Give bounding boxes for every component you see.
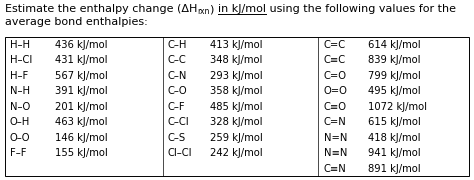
Text: 1072 kJ/mol: 1072 kJ/mol — [368, 102, 427, 112]
Text: 614 kJ/mol: 614 kJ/mol — [368, 40, 420, 50]
Text: H–F: H–F — [10, 71, 28, 81]
Text: C–Cl: C–Cl — [168, 117, 190, 127]
Text: 485 kJ/mol: 485 kJ/mol — [210, 102, 263, 112]
Text: C–O: C–O — [168, 86, 188, 96]
Text: 348 kJ/mol: 348 kJ/mol — [210, 55, 263, 66]
Text: O=O: O=O — [324, 86, 348, 96]
Text: N–H: N–H — [10, 86, 30, 96]
Text: 391 kJ/mol: 391 kJ/mol — [55, 86, 108, 96]
Text: F–F: F–F — [10, 148, 27, 158]
Text: N=N: N=N — [324, 133, 347, 143]
Text: ): ) — [210, 4, 218, 14]
Text: average bond enthalpies:: average bond enthalpies: — [5, 17, 148, 27]
Text: 941 kJ/mol: 941 kJ/mol — [368, 148, 420, 158]
Text: 259 kJ/mol: 259 kJ/mol — [210, 133, 263, 143]
Text: H–Cl: H–Cl — [10, 55, 32, 66]
Text: rxn: rxn — [197, 7, 210, 16]
Text: 567 kJ/mol: 567 kJ/mol — [55, 71, 108, 81]
Text: in kJ/mol: in kJ/mol — [218, 4, 265, 14]
Text: 495 kJ/mol: 495 kJ/mol — [368, 86, 420, 96]
Text: 146 kJ/mol: 146 kJ/mol — [55, 133, 108, 143]
Text: C≡N: C≡N — [324, 164, 347, 174]
Text: 328 kJ/mol: 328 kJ/mol — [210, 117, 263, 127]
Bar — [5, 37, 469, 176]
Text: C≡C: C≡C — [324, 55, 346, 66]
Text: 615 kJ/mol: 615 kJ/mol — [368, 117, 421, 127]
Text: Cl–Cl: Cl–Cl — [168, 148, 192, 158]
Text: 799 kJ/mol: 799 kJ/mol — [368, 71, 421, 81]
Text: Estimate the enthalpy change (ΔH: Estimate the enthalpy change (ΔH — [5, 4, 197, 14]
Text: C=C: C=C — [324, 40, 346, 50]
Text: 839 kJ/mol: 839 kJ/mol — [368, 55, 420, 66]
Text: 891 kJ/mol: 891 kJ/mol — [368, 164, 420, 174]
Text: C–F: C–F — [168, 102, 186, 112]
Text: 242 kJ/mol: 242 kJ/mol — [210, 148, 263, 158]
Text: using the following values for the: using the following values for the — [265, 4, 456, 14]
Text: 418 kJ/mol: 418 kJ/mol — [368, 133, 420, 143]
Text: C≡O: C≡O — [324, 102, 347, 112]
Text: O–O: O–O — [10, 133, 30, 143]
Text: 413 kJ/mol: 413 kJ/mol — [210, 40, 263, 50]
Text: C–N: C–N — [168, 71, 187, 81]
Text: N–O: N–O — [10, 102, 30, 112]
Text: C–H: C–H — [168, 40, 187, 50]
Text: 431 kJ/mol: 431 kJ/mol — [55, 55, 108, 66]
Text: 358 kJ/mol: 358 kJ/mol — [210, 86, 263, 96]
Text: 155 kJ/mol: 155 kJ/mol — [55, 148, 108, 158]
Text: C=N: C=N — [324, 117, 347, 127]
Text: 436 kJ/mol: 436 kJ/mol — [55, 40, 108, 50]
Text: H–H: H–H — [10, 40, 30, 50]
Text: C=O: C=O — [324, 71, 347, 81]
Text: 463 kJ/mol: 463 kJ/mol — [55, 117, 108, 127]
Text: C–S: C–S — [168, 133, 186, 143]
Text: N≡N: N≡N — [324, 148, 347, 158]
Text: 201 kJ/mol: 201 kJ/mol — [55, 102, 108, 112]
Text: C–C: C–C — [168, 55, 187, 66]
Text: O–H: O–H — [10, 117, 30, 127]
Text: 293 kJ/mol: 293 kJ/mol — [210, 71, 263, 81]
